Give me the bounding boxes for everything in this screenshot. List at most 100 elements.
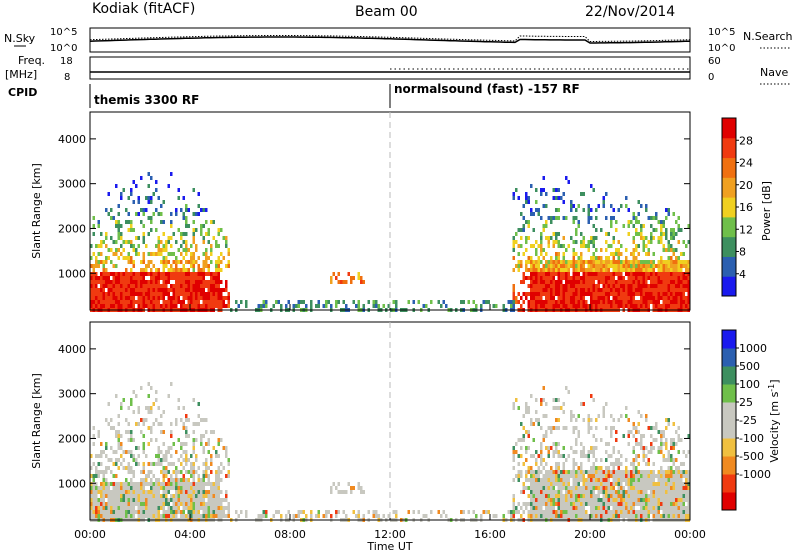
- power-cell: [595, 292, 598, 296]
- velocity-cell: [140, 514, 143, 518]
- power-cell: [600, 268, 603, 272]
- velocity-cell: [672, 510, 675, 514]
- velocity-cell: [605, 450, 608, 454]
- power-cell: [162, 268, 165, 272]
- power-cell: [132, 296, 135, 300]
- velocity-cell: [117, 442, 120, 446]
- power-cell: [362, 280, 365, 284]
- velocity-cell: [645, 478, 648, 482]
- power-cell: [632, 252, 635, 256]
- power-cell: [562, 296, 565, 300]
- power-cell: [95, 264, 98, 268]
- power-cell: [110, 296, 113, 300]
- power-cell: [580, 240, 583, 244]
- power-cell: [677, 224, 680, 228]
- velocity-cell: [535, 462, 538, 466]
- power-cell: [535, 292, 538, 296]
- power-cell: [665, 280, 668, 284]
- velocity-cell: [560, 470, 563, 474]
- velocity-cell: [122, 502, 125, 506]
- power-cell: [670, 276, 673, 280]
- velocity-cell: [610, 502, 613, 506]
- power-cell: [127, 212, 130, 216]
- velocity-cell: [90, 498, 93, 502]
- velocity-cell: [655, 494, 658, 498]
- power-cell: [532, 264, 535, 268]
- power-cell: [150, 220, 153, 224]
- velocity-cell: [647, 458, 650, 462]
- velocity-cell: [215, 470, 218, 474]
- velocity-cell: [687, 514, 690, 518]
- velocity-cell: [620, 414, 623, 418]
- velocity-cell: [640, 514, 643, 518]
- velocity-cell: [357, 486, 360, 490]
- velocity-cell: [617, 466, 620, 470]
- velocity-cell: [635, 478, 638, 482]
- power-cell: [107, 288, 110, 292]
- velocity-cell: [580, 486, 583, 490]
- power-cell: [680, 268, 683, 272]
- power-cell: [642, 244, 645, 248]
- power-cell: [90, 284, 93, 288]
- power-cell: [147, 172, 150, 176]
- power-cell: [622, 276, 625, 280]
- power-cell: [227, 260, 230, 264]
- power-cell: [565, 276, 568, 280]
- power-cell: [675, 300, 678, 304]
- velocity-cell: [562, 470, 565, 474]
- velocity-cell: [192, 494, 195, 498]
- velocity-cell: [665, 438, 668, 442]
- power-cell: [217, 244, 220, 248]
- velocity-cell: [175, 514, 178, 518]
- power-cell: [105, 208, 108, 212]
- power-cell: [540, 252, 543, 256]
- power-cell: [557, 268, 560, 272]
- power-cell: [555, 268, 558, 272]
- velocity-cell: [590, 478, 593, 482]
- power-cell: [615, 272, 618, 276]
- velocity-cell: [645, 510, 648, 514]
- power-cell: [205, 248, 208, 252]
- power-cell: [155, 304, 158, 308]
- velocity-cell: [275, 510, 278, 514]
- power-cell: [122, 248, 125, 252]
- power-cell: [527, 260, 530, 264]
- velocity-cell: [227, 474, 230, 478]
- power-cell: [567, 280, 570, 284]
- velocity-cell: [685, 474, 688, 478]
- power-cell: [170, 244, 173, 248]
- power-cell: [90, 292, 93, 296]
- power-cell: [305, 304, 308, 308]
- power-cell: [192, 284, 195, 288]
- power-cell: [192, 264, 195, 268]
- velocity-cell: [155, 486, 158, 490]
- velocity-cell: [592, 398, 595, 402]
- power-cell: [202, 264, 205, 268]
- velocity-cell: [590, 482, 593, 486]
- power-cell: [625, 300, 628, 304]
- velocity-cell: [225, 490, 228, 494]
- power-cell: [637, 276, 640, 280]
- velocity-cell: [627, 510, 630, 514]
- power-cell: [595, 260, 598, 264]
- velocity-cell: [597, 478, 600, 482]
- velocity-cell: [602, 482, 605, 486]
- power-cell: [225, 288, 228, 292]
- power-cell: [590, 288, 593, 292]
- velocity-cell: [540, 398, 543, 402]
- velocity-cell: [590, 418, 593, 422]
- power-cell: [212, 300, 215, 304]
- velocity-cell: [182, 406, 185, 410]
- power-cell: [122, 280, 125, 284]
- power-cell: [527, 304, 530, 308]
- power-cell: [127, 228, 130, 232]
- velocity-cell: [125, 514, 128, 518]
- velocity-cell: [547, 514, 550, 518]
- power-colorbar-swatch: [722, 118, 736, 139]
- velocity-cell: [180, 510, 183, 514]
- power-cell: [105, 232, 108, 236]
- velocity-cell: [170, 382, 173, 386]
- velocity-cell: [157, 490, 160, 494]
- power-cell: [567, 268, 570, 272]
- power-cell: [555, 216, 558, 220]
